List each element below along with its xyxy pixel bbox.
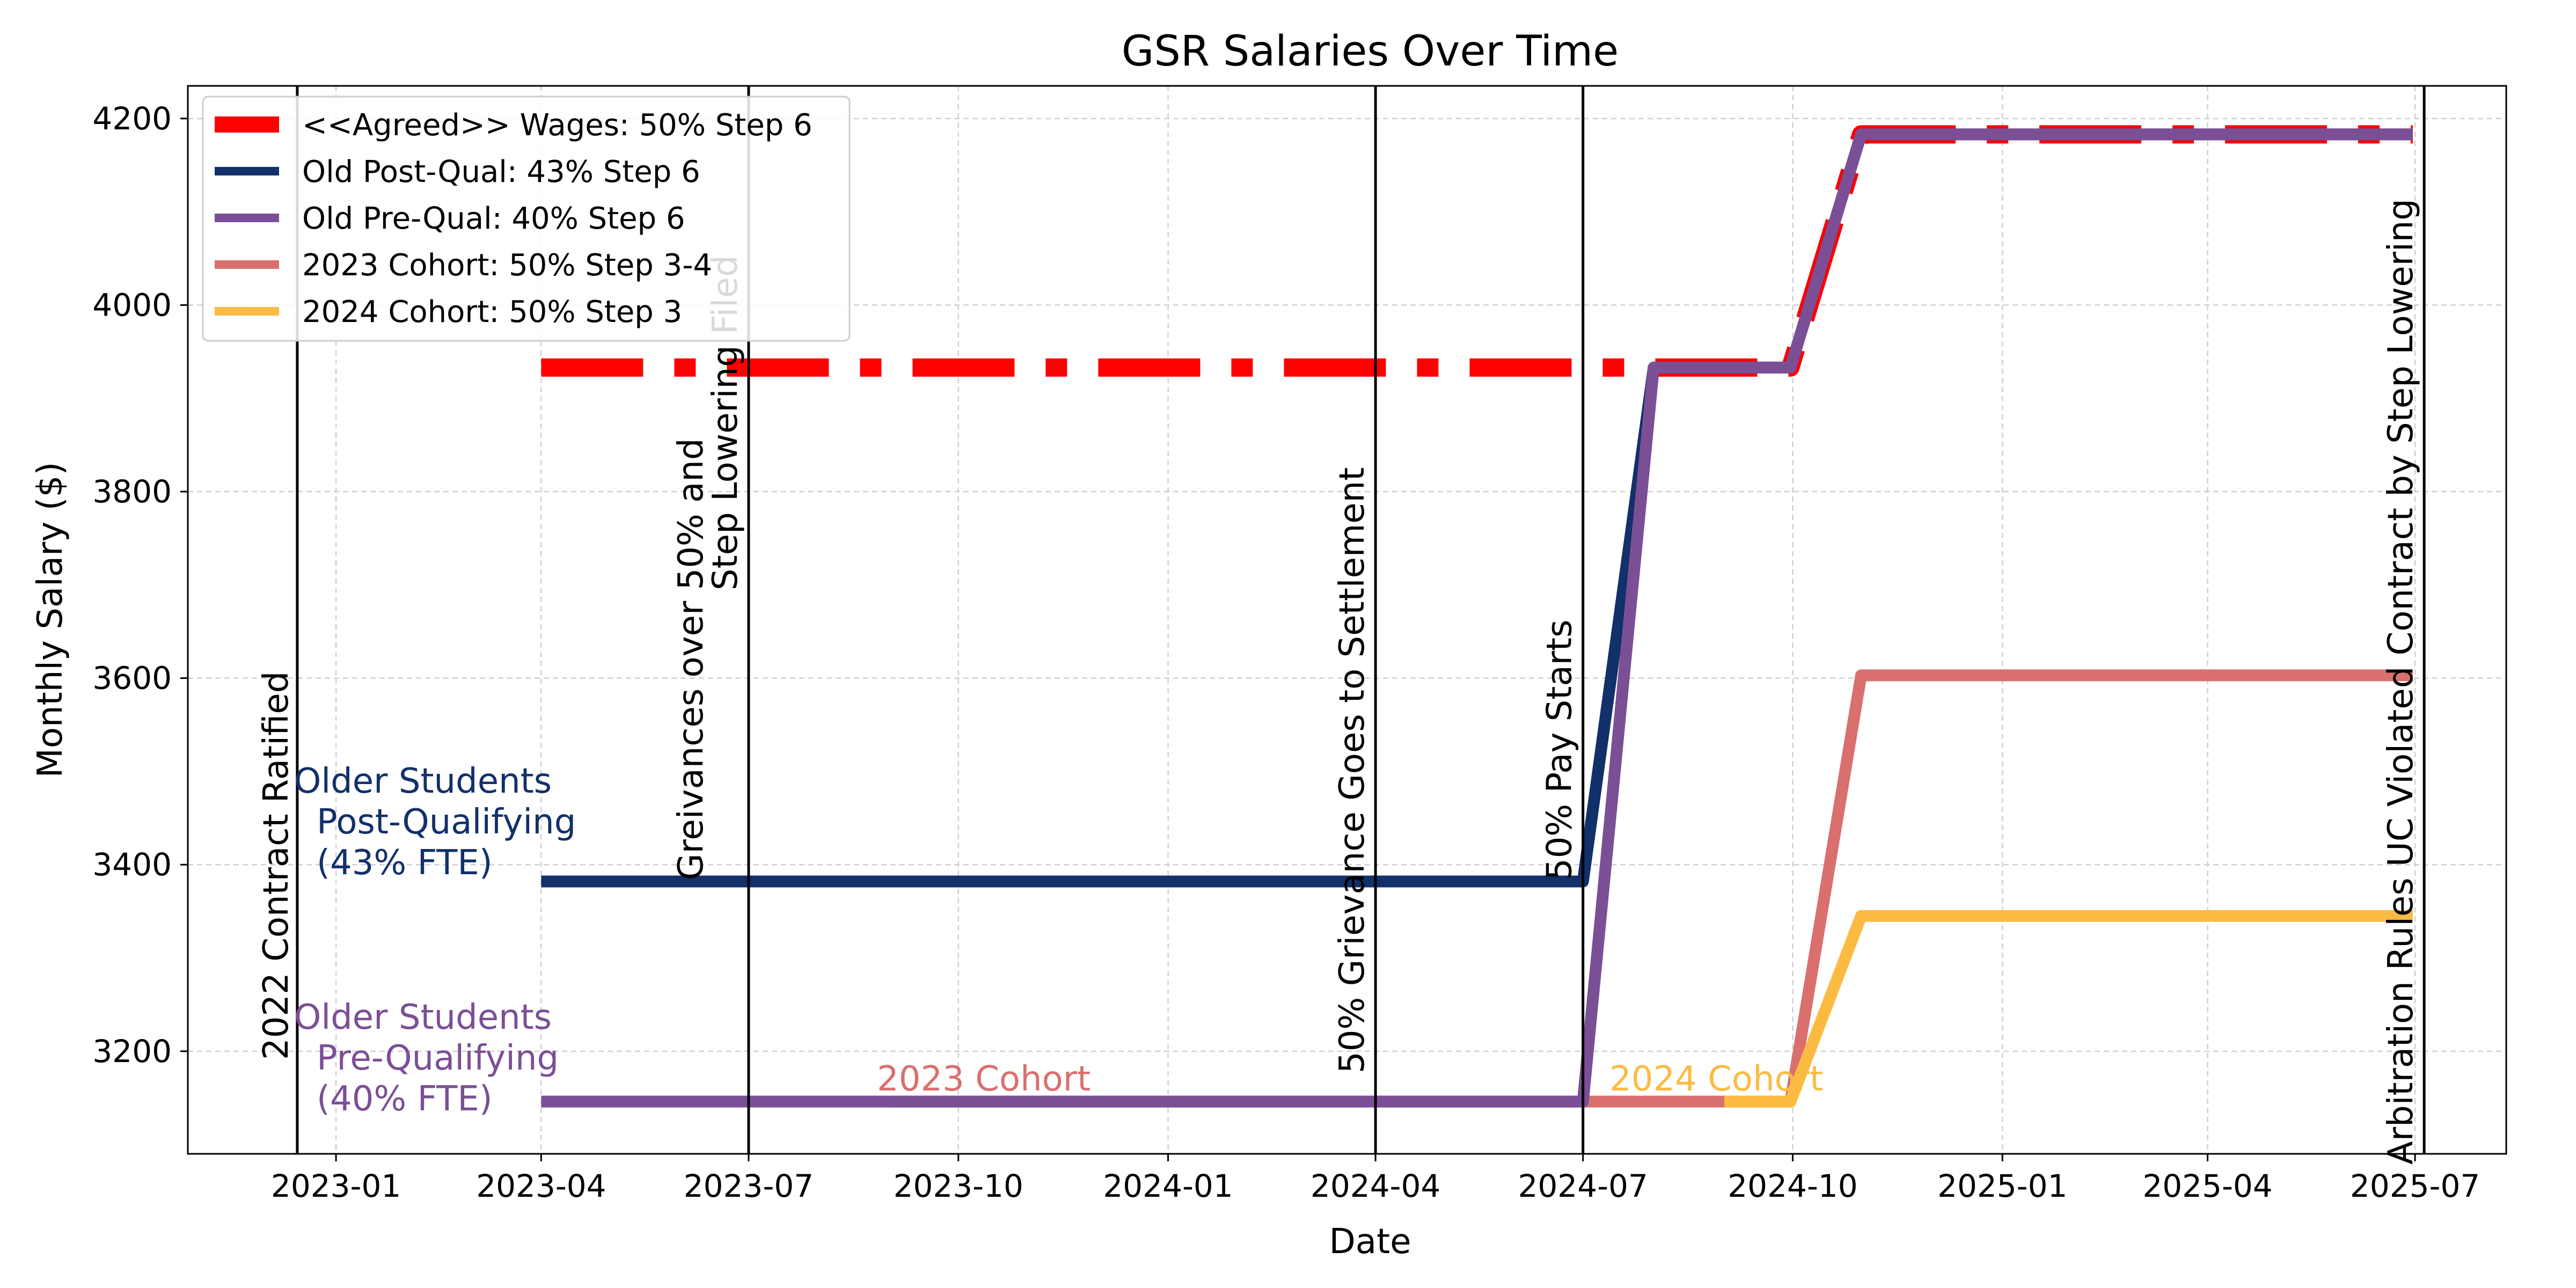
event-markers: 2022 Contract Ratified Greivances over 50…: [257, 86, 2426, 1165]
legend-box: [202, 96, 851, 342]
y-tick-label: 4000: [92, 287, 172, 323]
legend: <<Agreed>> Wages: 50% Step 6 Old Post-Qua…: [202, 96, 851, 342]
x-tick-label: 2023-07: [684, 1168, 814, 1204]
annotation-cohort-2023: 2023 Cohort: [877, 1059, 1091, 1099]
legend-label: <<Agreed>> Wages: 50% Step 6: [302, 108, 813, 143]
annotation-line: (40% FTE): [317, 1079, 493, 1119]
series-line-3: [541, 128, 2413, 1108]
annotation-line: Post-Qualifying: [317, 802, 576, 842]
x-tick-label: 2024-01: [1103, 1168, 1233, 1204]
y-tick-label: 3400: [92, 846, 172, 883]
annotation-line: Pre-Qualifying: [317, 1038, 559, 1078]
annotation-line: 2023 Cohort: [877, 1059, 1091, 1099]
x-tick-label: 2023-10: [894, 1168, 1023, 1204]
x-tick-label: 2025-01: [1937, 1168, 2067, 1204]
x-tick-label: 2023-01: [271, 1168, 401, 1204]
event-label-line: 50% Grievance Goes to Settlement: [1333, 467, 1372, 1073]
x-tick-label: 2024-04: [1311, 1168, 1440, 1204]
x-tick-label: 2024-10: [1728, 1168, 1857, 1204]
annotation-line: 2024 Cohort: [1609, 1059, 1823, 1099]
x-tick-label: 2023-04: [476, 1168, 606, 1204]
chart-title: GSR Salaries Over Time: [1122, 27, 1619, 76]
event-label-line: 50% Pay Starts: [1540, 620, 1580, 880]
y-tick-label: 3600: [92, 660, 172, 697]
annotation-older-post-qual: Older Students Post-Qualifying (43% FTE): [294, 762, 576, 883]
x-tick-label: 2025-07: [2350, 1168, 2480, 1204]
event-label: 50% Grievance Goes to Settlement: [1333, 467, 1372, 1073]
annotation-older-pre-qual: Older Students Pre-Qualifying (40% FTE): [294, 998, 559, 1119]
annotation-line: Older Students: [294, 762, 552, 801]
annotation-cohort-2024: 2024 Cohort: [1609, 1059, 1823, 1099]
y-tick-label: 4200: [92, 100, 172, 137]
event-label: Arbitration Rules UC Violated Contract b…: [2381, 199, 2421, 1165]
legend-label: Old Pre-Qual: 40% Step 6: [302, 201, 685, 236]
legend-label: 2023 Cohort: 50% Step 3-4: [302, 248, 712, 283]
event-label: 2022 Contract Ratified: [257, 671, 296, 1060]
legend-label: Old Post-Qual: 43% Step 6: [302, 155, 700, 189]
annotation-line: Older Students: [294, 998, 552, 1037]
annotations: Older Students Post-Qualifying (43% FTE)Ol…: [294, 762, 1823, 1119]
event-label-line: Greivances over 50% and: [671, 438, 711, 880]
x-axis-label: Date: [1329, 1222, 1411, 1262]
event-label-line: Arbitration Rules UC Violated Contract b…: [2381, 199, 2421, 1165]
y-tick-label: 3800: [92, 473, 172, 510]
series-line-5: [1724, 910, 2413, 1108]
y-tick-label: 3200: [92, 1033, 172, 1070]
legend-label: 2024 Cohort: 50% Step 3: [302, 295, 682, 330]
series-lines: [541, 125, 2413, 1108]
x-tick-label: 2024-07: [1518, 1168, 1648, 1204]
y-axis-label: Monthly Salary ($): [31, 462, 70, 778]
axes: 2023-01 2023-04 2023-07 2023-10 2024-01 2024-…: [92, 100, 2480, 1204]
event-label: 50% Pay Starts: [1540, 620, 1580, 880]
event-label-line: 2022 Contract Ratified: [257, 671, 296, 1060]
plot-frame: [187, 85, 2507, 1155]
annotation-line: (43% FTE): [317, 843, 493, 883]
x-tick-label: 2025-04: [2142, 1168, 2272, 1204]
